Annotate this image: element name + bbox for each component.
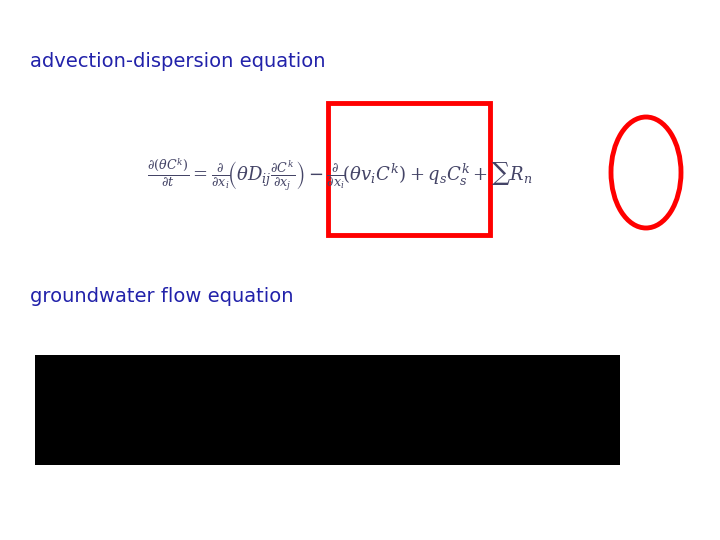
Text: groundwater flow equation: groundwater flow equation: [30, 287, 294, 306]
Bar: [328, 103, 490, 235]
Text: advection-dispersion equation: advection-dispersion equation: [30, 52, 325, 71]
Bar: [35, 355, 620, 465]
Text: $\frac{\partial(\theta C^k)}{\partial t} = \frac{\partial}{\partial x_i}\!\left(: $\frac{\partial(\theta C^k)}{\partial t}…: [148, 157, 533, 193]
